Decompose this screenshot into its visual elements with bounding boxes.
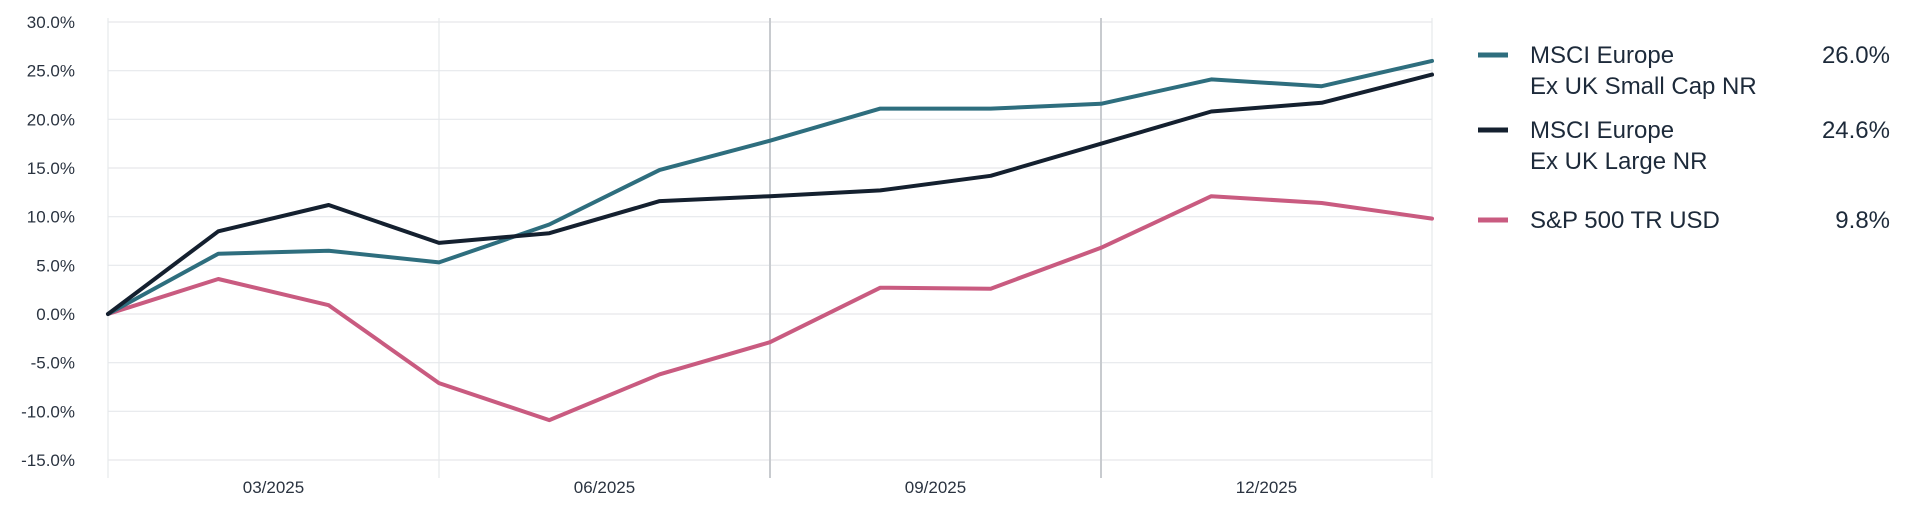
legend-item: MSCI Europe Ex UK Small Cap NR 26.0% [1478, 42, 1890, 100]
y-tick-label: -15.0% [21, 451, 75, 470]
x-tick-label: 09/2025 [905, 478, 966, 497]
series-line [106, 58, 1434, 316]
legend-value: 26.0% [1822, 42, 1890, 69]
legend-label: S&P 500 TR USD [1530, 207, 1720, 234]
series-line [106, 194, 1434, 423]
legend-value: 9.8% [1835, 207, 1890, 234]
series-layer [106, 58, 1434, 423]
y-tick-label: 20.0% [27, 110, 75, 129]
series-line [106, 72, 1434, 316]
axis-layer: 30.0% 25.0% 20.0% 15.0% 10.0% 5.0% 0.0% -5.0% -1… [21, 13, 1297, 497]
y-tick-label: -5.0% [31, 354, 75, 373]
legend-item: S&P 500 TR USD 9.8% [1478, 207, 1890, 234]
legend-label: Ex UK Small Cap NR [1530, 73, 1757, 100]
x-tick-label: 06/2025 [574, 478, 635, 497]
legend-label: MSCI Europe [1530, 42, 1674, 69]
y-tick-label: 0.0% [36, 305, 75, 324]
x-tick-label: 12/2025 [1236, 478, 1297, 497]
x-tick-label: 03/2025 [243, 478, 304, 497]
legend-value: 24.6% [1822, 117, 1890, 144]
legend-label: Ex UK Large NR [1530, 148, 1707, 175]
legend-label: MSCI Europe [1530, 117, 1674, 144]
grid-layer [107, 18, 1433, 478]
y-tick-label: 15.0% [27, 159, 75, 178]
y-tick-label: 30.0% [27, 13, 75, 32]
y-tick-label: 5.0% [36, 256, 75, 275]
y-tick-label: 25.0% [27, 62, 75, 81]
y-tick-label: 10.0% [27, 208, 75, 227]
y-tick-label: -10.0% [21, 402, 75, 421]
legend-item: MSCI Europe Ex UK Large NR 24.6% [1478, 117, 1890, 175]
